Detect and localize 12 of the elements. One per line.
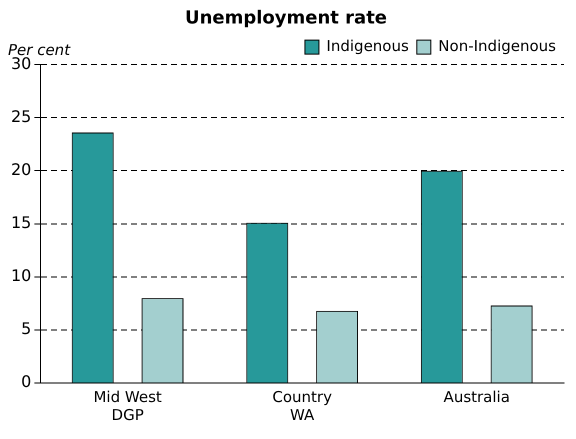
x-tick-label: Mid West DGP [93,388,162,424]
chart-title: Unemployment rate [184,7,388,28]
x-tick-label: Australia [444,388,510,406]
y-tick-label: 5 [21,319,32,338]
legend-label: Indigenous [326,36,409,55]
legend-label: Non-Indigenous [438,36,556,55]
y-tick-label: 25 [11,106,32,126]
y-tick-label: 15 [11,212,32,232]
y-tick-label: 20 [11,160,32,179]
x-tick-label: Country WA [272,388,332,424]
y-tick-label: 0 [21,372,32,392]
y-tick-label: 10 [11,266,32,286]
